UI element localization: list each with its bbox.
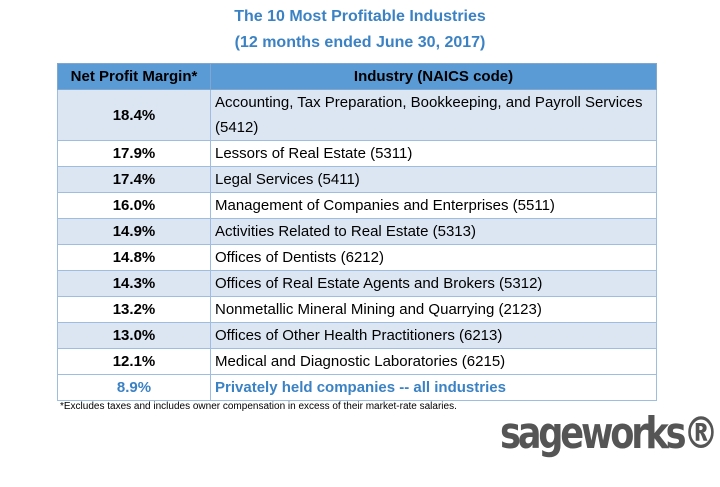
industry-cell: Offices of Other Health Practitioners (6…	[210, 322, 657, 349]
industry-cell: Nonmetallic Mineral Mining and Quarrying…	[210, 296, 657, 323]
table-row: 13.2% Nonmetallic Mineral Mining and Quar…	[57, 296, 657, 323]
table-row: 12.1% Medical and Diagnostic Laboratories…	[57, 348, 657, 375]
logo: sageworks®	[500, 408, 719, 459]
margin-cell: 16.0%	[57, 192, 211, 219]
industry-cell: Accounting, Tax Preparation, Bookkeeping…	[210, 89, 657, 141]
industry-cell: Offices of Real Estate Agents and Broker…	[210, 270, 657, 297]
margin-cell: 14.8%	[57, 244, 211, 271]
margin-cell: 8.9%	[57, 374, 211, 401]
table: Net Profit Margin* Industry (NAICS code) …	[57, 63, 657, 401]
table-row: 14.3% Offices of Real Estate Agents and B…	[57, 270, 657, 297]
table-row: 17.4% Legal Services (5411)	[57, 166, 657, 193]
margin-cell: 13.0%	[57, 322, 211, 349]
margin-cell: 14.3%	[57, 270, 211, 297]
industry-cell: Activities Related to Real Estate (5313)	[210, 218, 657, 245]
table-header: Net Profit Margin* Industry (NAICS code)	[57, 63, 657, 90]
industry-cell: Offices of Dentists (6212)	[210, 244, 657, 271]
footnote: *Excludes taxes and includes owner compe…	[60, 401, 457, 412]
table-row: 17.9% Lessors of Real Estate (5311)	[57, 140, 657, 167]
margin-cell: 17.4%	[57, 166, 211, 193]
table-body: 18.4% Accounting, Tax Preparation, Bookke…	[57, 89, 657, 401]
industry-cell: Management of Companies and Enterprises …	[210, 192, 657, 219]
industry-cell: Privately held companies -- all industri…	[210, 374, 657, 401]
industry-cell: Medical and Diagnostic Laboratories (621…	[210, 348, 657, 375]
industry-cell: Lessors of Real Estate (5311)	[210, 140, 657, 167]
title: The 10 Most Profitable Industries	[234, 8, 486, 25]
margin-cell: 12.1%	[57, 348, 211, 375]
margin-cell: 13.2%	[57, 296, 211, 323]
table-row: 16.0% Management of Companies and Enterpr…	[57, 192, 657, 219]
table-row: 18.4% Accounting, Tax Preparation, Bookke…	[57, 89, 657, 141]
industry-cell: Legal Services (5411)	[210, 166, 657, 193]
subtitle: (12 months ended June 30, 2017)	[234, 34, 486, 51]
margin-cell: 14.9%	[57, 218, 211, 245]
column-header: Industry (NAICS code)	[210, 63, 657, 90]
table-row: 14.9% Activities Related to Real Estate (…	[57, 218, 657, 245]
margin-cell: 18.4%	[57, 89, 211, 141]
column-header: Net Profit Margin*	[57, 63, 211, 90]
header-row: Net Profit Margin* Industry (NAICS code)	[57, 63, 657, 90]
margin-cell: 17.9%	[57, 140, 211, 167]
table-row: 14.8% Offices of Dentists (6212)	[57, 244, 657, 271]
table-row: 8.9% Privately held companies -- all indu…	[57, 374, 657, 401]
table-row: 13.0% Offices of Other Health Practitione…	[57, 322, 657, 349]
